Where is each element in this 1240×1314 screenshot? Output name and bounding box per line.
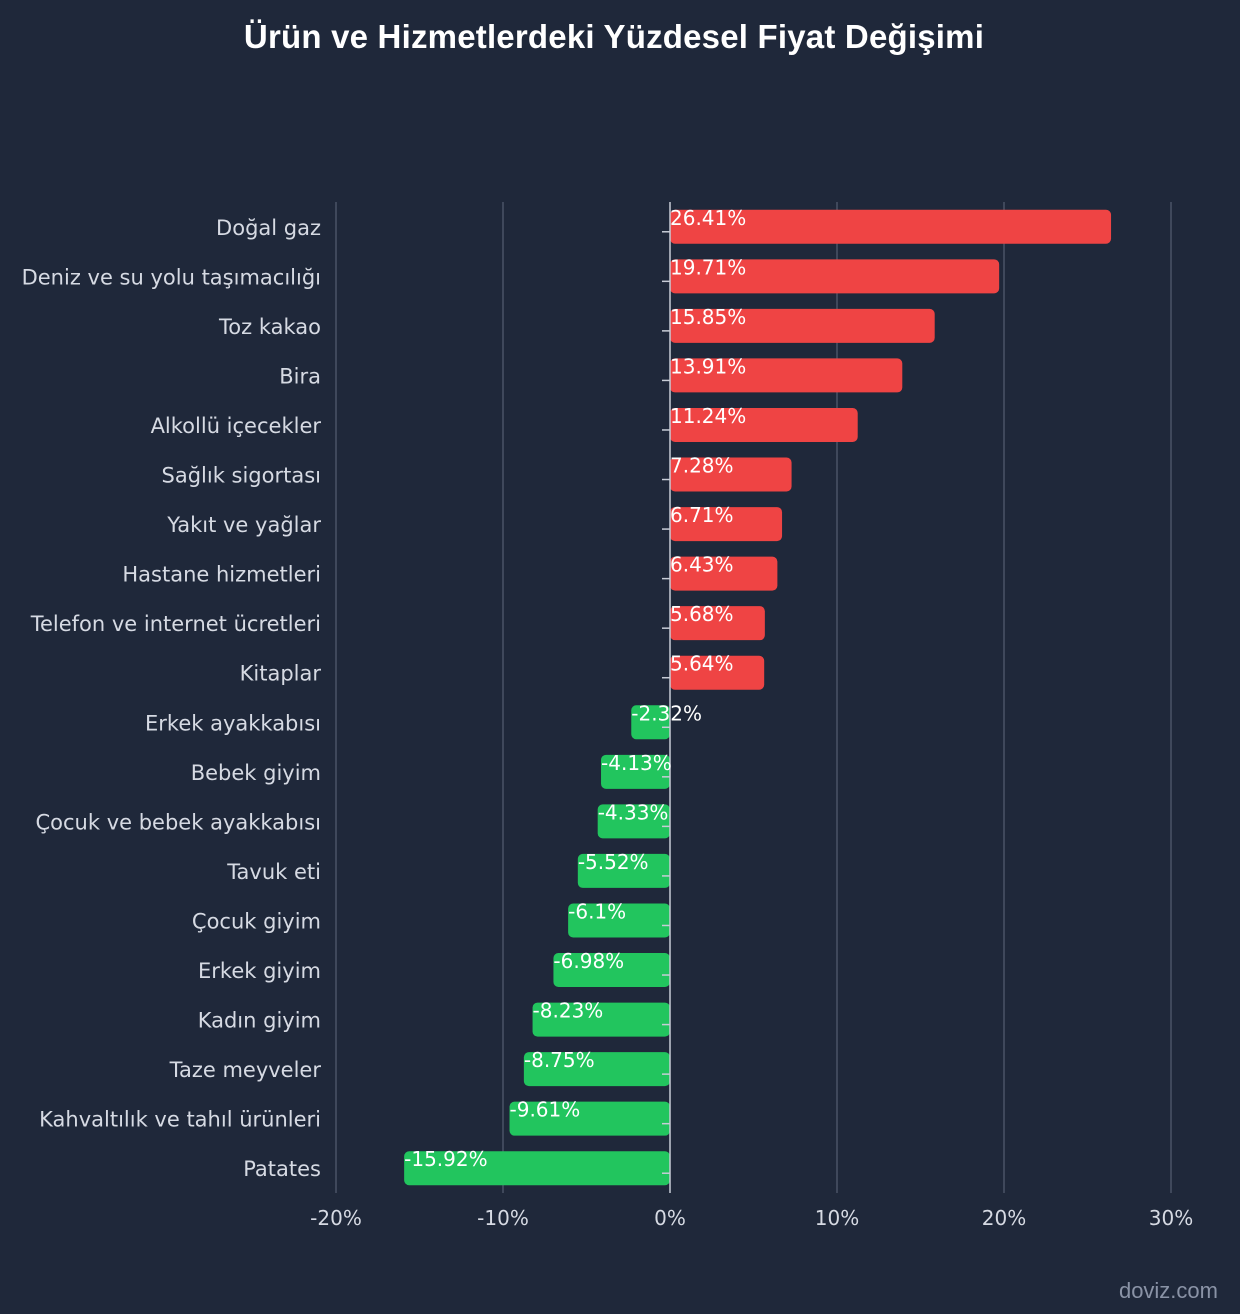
- x-axis-ticks: -20% -10% 0% 10% 20% 30%: [310, 1206, 1193, 1230]
- data-label: -2.32%: [631, 701, 702, 725]
- category-label: Toz kakao: [218, 315, 321, 339]
- category-label: Alkollü içecekler: [151, 414, 322, 438]
- bar: [568, 903, 670, 938]
- category-label: Çocuk giyim: [192, 909, 321, 933]
- bar: [670, 606, 765, 641]
- bar: [670, 259, 1000, 294]
- data-label: -15.92%: [404, 1147, 487, 1171]
- data-label: 15.85%: [670, 305, 746, 329]
- x-tick-label: -20%: [310, 1206, 362, 1230]
- bar: [597, 804, 670, 839]
- data-label: -8.75%: [524, 1048, 595, 1072]
- category-label: Erkek giyim: [198, 959, 321, 983]
- data-label: -8.23%: [533, 999, 604, 1023]
- chart-title: Ürün ve Hizmetlerdeki Yüzdesel Fiyat Değ…: [243, 18, 985, 55]
- watermark: doviz.com: [1118, 1278, 1218, 1303]
- bar: [670, 655, 765, 690]
- data-label: 26.41%: [670, 206, 746, 230]
- category-label: Patates: [243, 1157, 321, 1181]
- data-label: -6.1%: [568, 899, 626, 923]
- category-labels: Doğal gaz Deniz ve su yolu taşımacılığı To…: [22, 216, 322, 1181]
- data-label: -4.33%: [598, 800, 669, 824]
- bar: [631, 705, 670, 740]
- x-tick-label: 20%: [982, 1206, 1026, 1230]
- data-label: -4.13%: [601, 751, 672, 775]
- bar: [670, 556, 778, 591]
- data-label: 11.24%: [670, 404, 746, 428]
- category-label: Tavuk eti: [226, 860, 321, 884]
- category-label: Bira: [279, 364, 321, 388]
- x-tick-label: 10%: [815, 1206, 859, 1230]
- bar: [670, 457, 792, 492]
- category-label: Kahvaltılık ve tahıl ürünleri: [39, 1108, 321, 1132]
- x-tick-label: 0%: [654, 1206, 686, 1230]
- data-label: 6.43%: [670, 553, 734, 577]
- bar: [670, 308, 935, 343]
- bar: [670, 407, 858, 442]
- category-label: Kadın giyim: [198, 1009, 321, 1033]
- category-label: Yakıt ve yağlar: [166, 513, 321, 537]
- data-label: 5.68%: [670, 602, 734, 626]
- data-label: 5.64%: [670, 652, 734, 676]
- data-label: -5.52%: [578, 850, 649, 874]
- grid-lines: [335, 202, 1172, 1193]
- category-label: Sağlık sigortası: [162, 464, 322, 488]
- data-label: -6.98%: [553, 949, 624, 973]
- value-labels: 26.41% 19.71% 15.85% 13.91% 11.24% 7.28% 6.71%…: [404, 206, 746, 1171]
- category-label: Erkek ayakkabısı: [145, 711, 321, 735]
- bar: [404, 1151, 670, 1186]
- bar: [553, 953, 670, 988]
- bar: [670, 507, 783, 542]
- data-label: 7.28%: [670, 454, 734, 478]
- bar: [670, 209, 1112, 244]
- category-label: Hastane hizmetleri: [122, 563, 321, 587]
- data-label: 19.71%: [670, 255, 746, 279]
- category-label: Bebek giyim: [191, 761, 321, 785]
- data-label: 6.71%: [670, 503, 734, 527]
- bar: [532, 1002, 670, 1037]
- bar: [601, 754, 670, 789]
- data-label: -9.61%: [510, 1098, 581, 1122]
- category-label: Doğal gaz: [216, 216, 321, 240]
- category-label: Taze meyveler: [169, 1058, 322, 1082]
- category-label: Telefon ve internet ücretleri: [30, 612, 321, 636]
- category-label: Çocuk ve bebek ayakkabısı: [36, 810, 322, 834]
- bar: [577, 853, 670, 888]
- bar: [670, 358, 903, 393]
- bar: [509, 1101, 670, 1136]
- zero-axis: [662, 202, 671, 1193]
- bars: [404, 209, 1112, 1186]
- category-label: Deniz ve su yolu taşımacılığı: [22, 265, 321, 289]
- x-tick-label: -10%: [477, 1206, 529, 1230]
- data-label: 13.91%: [670, 354, 746, 378]
- category-label: Kitaplar: [240, 662, 322, 686]
- x-tick-label: 30%: [1149, 1206, 1193, 1230]
- bar: [523, 1052, 670, 1087]
